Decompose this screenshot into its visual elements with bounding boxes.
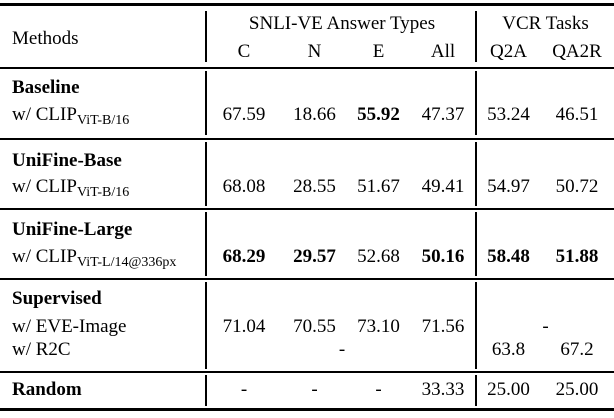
cell-all: 33.33 — [421, 379, 465, 400]
section-rule-unifine-large — [0, 278, 614, 280]
cell-n: 29.57 — [293, 246, 336, 267]
column-divider — [475, 212, 477, 276]
cell-c: 71.04 — [222, 316, 266, 337]
method-subscript: ViT-B/16 — [76, 113, 130, 128]
top-rule — [0, 3, 614, 6]
method-name: w/ R2C — [12, 339, 71, 360]
cell-qa2r: 51.88 — [555, 246, 599, 267]
table-row: UniFine-Base — [0, 148, 614, 174]
cell-n: 70.55 — [293, 316, 336, 337]
method-name: UniFine-Large — [12, 219, 133, 240]
cell-n: 18.66 — [293, 104, 336, 125]
column-divider — [205, 142, 207, 206]
method-name: w/ CLIP — [12, 176, 77, 197]
header-col-n: N — [307, 41, 322, 62]
table-row: Random - - - 33.33 25.00 25.00 — [0, 377, 614, 403]
column-divider — [475, 282, 477, 369]
cell-n: 28.55 — [293, 176, 336, 197]
cell-e: 51.67 — [357, 176, 400, 197]
header-col-qa2r: QA2R — [552, 41, 602, 62]
table-row: w/ CLIPViT-B/16 68.08 28.55 51.67 49.41 … — [0, 174, 614, 200]
cell-q2a: 63.8 — [491, 339, 526, 360]
cell-e: 73.10 — [357, 316, 400, 337]
header-group-snli: SNLI-VE Answer Types — [248, 13, 436, 34]
header-group-vcr: VCR Tasks — [502, 13, 589, 34]
cell-snli-span: - — [338, 339, 346, 360]
method-cell: w/ CLIPViT-B/16 — [0, 174, 207, 200]
method-cell: w/ CLIPViT-B/16 — [0, 102, 207, 128]
table-row: w/ R2C - 63.8 67.2 — [0, 337, 614, 363]
table-row: w/ EVE-Image 71.04 70.55 73.10 71.56 - — [0, 314, 614, 340]
column-divider — [205, 212, 207, 276]
cell-q2a: 53.24 — [487, 104, 530, 125]
column-divider — [205, 71, 207, 135]
section-rule-supervised — [0, 371, 614, 373]
cell-c: 68.29 — [222, 246, 266, 267]
header-col-q2a: Q2A — [490, 41, 527, 62]
method-subscript: ViT-L/14@336px — [76, 255, 177, 270]
cell-qa2r: 25.00 — [555, 379, 599, 400]
cell-q2a: 58.48 — [487, 246, 530, 267]
column-divider — [475, 142, 477, 206]
header-col-all: All — [430, 41, 456, 62]
method-name: w/ CLIP — [12, 104, 77, 125]
column-divider — [475, 71, 477, 135]
cell-e: 55.92 — [357, 104, 400, 125]
cell-c: 67.59 — [222, 104, 266, 125]
cell-all: 47.37 — [421, 104, 465, 125]
cell-e: 52.68 — [357, 246, 400, 267]
header-col-c: C — [237, 41, 251, 62]
method-name: w/ EVE-Image — [12, 316, 127, 337]
cell-q2a: 54.97 — [487, 176, 530, 197]
method-name: Random — [12, 379, 82, 400]
table-row: w/ CLIPViT-L/14@336px 68.29 29.57 52.68 … — [0, 244, 614, 270]
method-subscript: ViT-B/16 — [76, 185, 130, 200]
method-name: Supervised — [12, 288, 102, 309]
header-group-row: SNLI-VE Answer Types VCR Tasks — [0, 11, 614, 37]
column-divider — [205, 11, 207, 62]
column-divider — [205, 282, 207, 369]
cell-vcr-span: - — [542, 316, 549, 337]
column-divider — [205, 375, 207, 406]
cell-e: - — [375, 379, 382, 400]
cell-all: 71.56 — [421, 316, 465, 337]
header-methods: Methods — [12, 28, 79, 49]
method-cell: w/ CLIPViT-L/14@336px — [0, 244, 207, 270]
cell-c: 68.08 — [222, 176, 266, 197]
method-name: UniFine-Base — [12, 150, 122, 171]
cell-n: - — [311, 379, 318, 400]
section-rule-unifine-base — [0, 208, 614, 210]
method-name: w/ CLIP — [12, 246, 77, 267]
table-row: Baseline — [0, 75, 614, 101]
header-separator-rule — [0, 67, 614, 69]
header-subcol-row: C N E All Q2A QA2R — [0, 39, 614, 65]
cell-all: 49.41 — [421, 176, 465, 197]
cell-qa2r: 50.72 — [555, 176, 599, 197]
cell-qa2r: 67.2 — [560, 339, 594, 360]
column-divider — [475, 11, 477, 62]
section-rule-baseline — [0, 138, 614, 140]
cell-qa2r: 46.51 — [555, 104, 599, 125]
method-name: Baseline — [12, 77, 80, 98]
cell-all: 50.16 — [421, 246, 465, 267]
table-row: w/ CLIPViT-B/16 67.59 18.66 55.92 47.37 … — [0, 102, 614, 128]
cell-q2a: 25.00 — [487, 379, 530, 400]
cell-c: - — [240, 379, 248, 400]
table-row: Supervised — [0, 286, 614, 312]
column-divider — [475, 375, 477, 406]
header-col-e: E — [372, 41, 385, 62]
table-row: UniFine-Large — [0, 217, 614, 243]
bottom-rule — [0, 408, 614, 411]
